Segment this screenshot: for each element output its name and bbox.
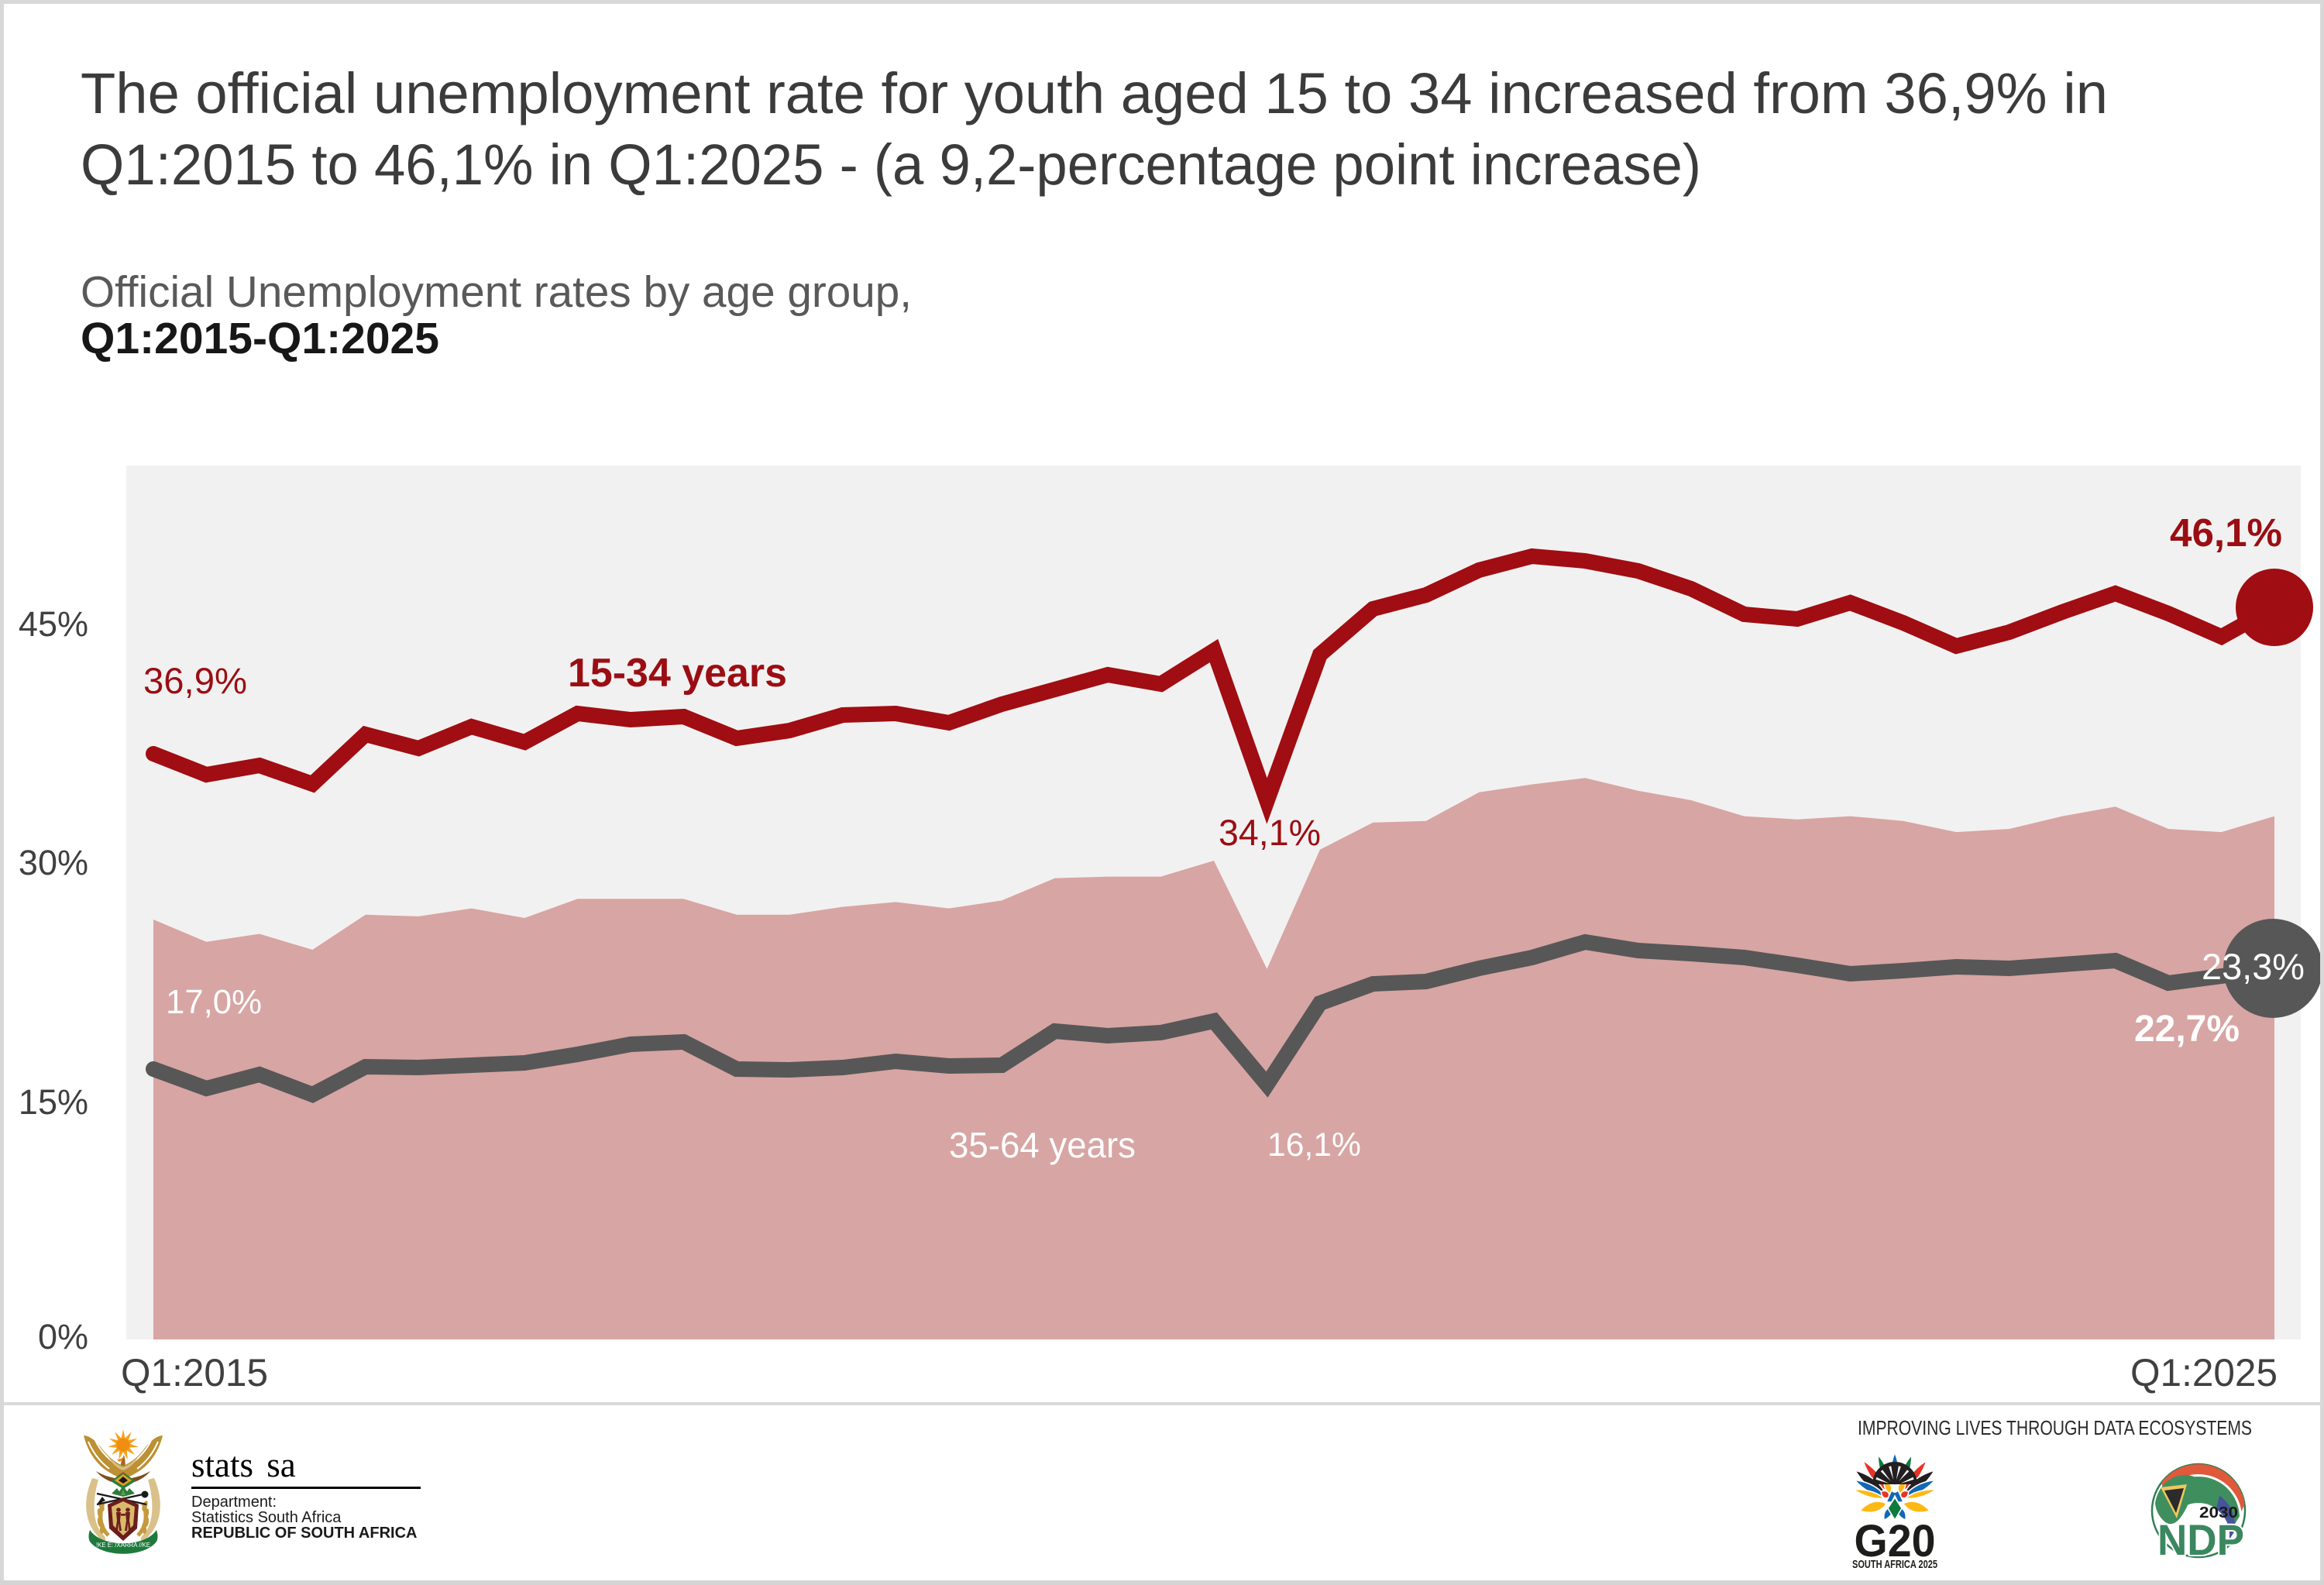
svg-text:REPUBLIC OF SOUTH AFRICA: REPUBLIC OF SOUTH AFRICA	[191, 1525, 417, 1542]
svg-text:36,9%: 36,9%	[143, 660, 247, 701]
svg-text:35-64 years: 35-64 years	[949, 1125, 1136, 1165]
svg-text:17,0%: 17,0%	[166, 983, 262, 1021]
svg-text:16,1%: 16,1%	[1267, 1126, 1361, 1164]
svg-text:Q1:2015: Q1:2015	[121, 1351, 268, 1394]
svg-text:Q1:2015 to 46,1% in Q1:2025 -: Q1:2015 to 46,1% in Q1:2025 - (a 9,2-per…	[81, 132, 1701, 197]
svg-text:0%: 0%	[38, 1317, 88, 1356]
svg-text:Q1:2015-Q1:2025: Q1:2015-Q1:2025	[81, 314, 439, 363]
svg-text:45%: 45%	[19, 604, 88, 644]
svg-text:Q1:2025: Q1:2025	[2130, 1351, 2278, 1394]
svg-text:G20: G20	[1855, 1516, 1936, 1566]
svg-text:23,3%: 23,3%	[2202, 946, 2305, 987]
svg-text:15%: 15%	[19, 1082, 88, 1122]
svg-text:15-34 years: 15-34 years	[568, 651, 787, 696]
svg-text:2030: 2030	[2199, 1504, 2238, 1521]
svg-text:Statistics South Africa: Statistics South Africa	[191, 1509, 342, 1526]
svg-text:30%: 30%	[19, 843, 88, 882]
svg-text:Department:: Department:	[191, 1494, 277, 1511]
svg-text:IMPROVING LIVES THROUGH DATA E: IMPROVING LIVES THROUGH DATA ECOSYSTEMS	[1858, 1416, 2252, 1439]
svg-text:!KE E: /XARRA //KE: !KE E: /XARRA //KE	[96, 1542, 150, 1549]
svg-text:NDP: NDP	[2157, 1515, 2244, 1564]
svg-text:Official Unemployment rates by: Official Unemployment rates by age group…	[81, 267, 912, 317]
svg-text:The official unemployment rate: The official unemployment rate for youth…	[81, 61, 2108, 125]
svg-text:SOUTH AFRICA 2025: SOUTH AFRICA 2025	[1852, 1558, 1937, 1571]
svg-text:stats sa: stats sa	[191, 1446, 296, 1484]
svg-text:34,1%: 34,1%	[1219, 812, 1321, 853]
svg-text:22,7%: 22,7%	[2134, 1009, 2240, 1050]
svg-text:46,1%: 46,1%	[2170, 511, 2282, 555]
